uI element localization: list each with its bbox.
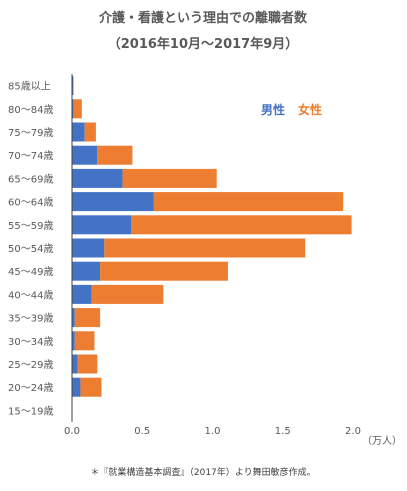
chart-subtitle: （2016年10月〜2017年9月）	[108, 36, 299, 52]
bar-male-11	[72, 331, 75, 351]
category-label: 85歳以上	[8, 81, 51, 93]
category-label: 50〜54歳	[8, 243, 53, 255]
x-tick-label: 0.5	[134, 426, 150, 437]
bar-male-12	[72, 354, 78, 374]
bar-male-13	[72, 377, 81, 397]
x-unit-label: （万人）	[362, 435, 402, 447]
bar-female-4	[122, 168, 217, 188]
bar-male-1	[72, 99, 74, 119]
bar-male-3	[72, 145, 98, 165]
category-label: 75〜79歳	[8, 127, 53, 139]
footnote: ＊『就業構造基本調査』（2017年）より舞田敏彦作成。	[90, 466, 315, 478]
category-label: 30〜34歳	[8, 336, 53, 348]
x-tick-label: 1.5	[275, 426, 291, 437]
bar-female-8	[100, 261, 228, 281]
category-label: 35〜39歳	[8, 313, 53, 325]
bar-male-5	[72, 192, 154, 212]
bar-female-6	[131, 215, 352, 235]
category-label: 40〜44歳	[8, 289, 53, 301]
x-tick-label: 2.0	[345, 426, 361, 437]
chart-title: 介護・看護という理由での離職者数	[98, 10, 308, 26]
bar-female-3	[97, 145, 133, 165]
bar-male-0	[72, 76, 74, 96]
category-label: 15〜19歳	[8, 405, 53, 417]
category-labels: 85歳以上 80〜84歳 75〜79歳 70〜74歳 65〜69歳 60〜64歳 55〜59…	[8, 81, 53, 418]
category-label: 45〜49歳	[8, 266, 53, 278]
bar-female-10	[74, 308, 101, 328]
bar-female-1	[73, 99, 82, 119]
bar-male-8	[72, 261, 101, 281]
category-label: 55〜59歳	[8, 220, 53, 232]
bar-male-10	[72, 308, 75, 328]
x-tick-label: 1.0	[205, 426, 221, 437]
bar-female-13	[80, 377, 102, 397]
bar-female-12	[77, 354, 98, 374]
category-label: 20〜24歳	[8, 382, 53, 394]
legend-female: 女性	[298, 102, 322, 117]
bar-female-5	[153, 192, 344, 212]
bar-female-7	[104, 238, 306, 258]
bar-male-7	[72, 238, 105, 258]
category-label: 25〜29歳	[8, 359, 53, 371]
bar-female-11	[74, 331, 95, 351]
bar-male-4	[72, 168, 123, 188]
bar-female-2	[84, 122, 96, 142]
bar-male-9	[72, 284, 92, 304]
category-label: 65〜69歳	[8, 173, 53, 185]
x-tick-labels: 0.0 0.5 1.0 1.5 2.0	[64, 426, 361, 437]
bars-group	[72, 76, 352, 397]
category-label: 80〜84歳	[8, 104, 53, 116]
bar-male-2	[72, 122, 85, 142]
legend-male: 男性	[261, 102, 285, 117]
x-tick-label: 0.0	[64, 426, 80, 437]
category-label: 70〜74歳	[8, 150, 53, 162]
category-label: 60〜64歳	[8, 197, 53, 209]
bar-male-6	[72, 215, 132, 235]
bar-female-9	[91, 284, 164, 304]
